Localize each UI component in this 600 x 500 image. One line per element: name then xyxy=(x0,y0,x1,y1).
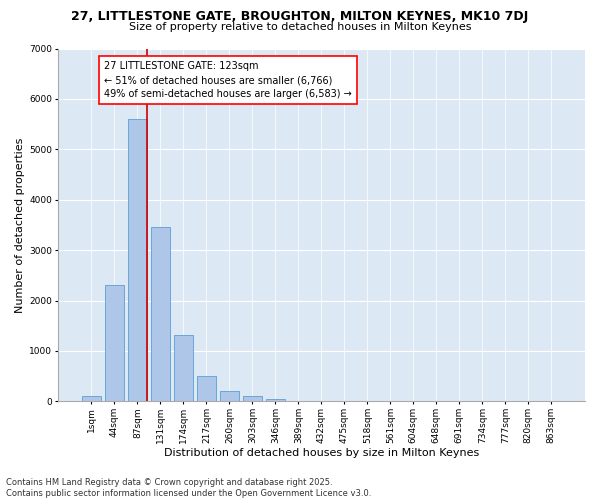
Text: 27, LITTLESTONE GATE, BROUGHTON, MILTON KEYNES, MK10 7DJ: 27, LITTLESTONE GATE, BROUGHTON, MILTON … xyxy=(71,10,529,23)
Bar xyxy=(151,228,170,402)
Bar xyxy=(173,336,193,402)
Bar xyxy=(128,119,147,402)
Bar xyxy=(266,399,285,402)
Bar xyxy=(242,396,262,402)
Text: Size of property relative to detached houses in Milton Keynes: Size of property relative to detached ho… xyxy=(129,22,471,32)
Bar xyxy=(197,376,216,402)
Bar xyxy=(104,286,124,402)
Y-axis label: Number of detached properties: Number of detached properties xyxy=(15,138,25,312)
Bar xyxy=(82,396,101,402)
X-axis label: Distribution of detached houses by size in Milton Keynes: Distribution of detached houses by size … xyxy=(164,448,479,458)
Text: Contains HM Land Registry data © Crown copyright and database right 2025.
Contai: Contains HM Land Registry data © Crown c… xyxy=(6,478,371,498)
Bar xyxy=(220,392,239,402)
Text: 27 LITTLESTONE GATE: 123sqm
← 51% of detached houses are smaller (6,766)
49% of : 27 LITTLESTONE GATE: 123sqm ← 51% of det… xyxy=(104,61,352,99)
